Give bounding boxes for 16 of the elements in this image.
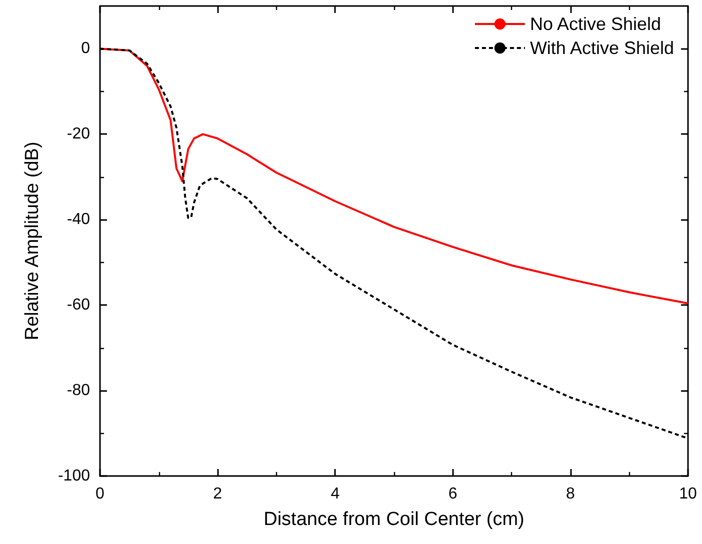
- x-tick-label: 2: [213, 486, 222, 502]
- x-tick-label: 4: [330, 486, 340, 502]
- y-tick-label: -100: [58, 468, 90, 484]
- legend-label: With Active Shield: [530, 38, 674, 58]
- x-tick-label: 10: [679, 486, 697, 502]
- x-axis-title: Distance from Coil Center (cm): [264, 509, 524, 530]
- x-tick-label: 6: [448, 486, 458, 502]
- x-tick-label: 8: [566, 486, 575, 502]
- y-tick-label: -40: [66, 211, 90, 228]
- x-tick-label: 0: [96, 486, 105, 502]
- y-axis-title: Relative Amplitude (dB): [22, 142, 43, 340]
- legend-label: No Active Shield: [530, 14, 662, 34]
- y-tick-label: -20: [66, 126, 90, 143]
- y-tick-label: -60: [66, 296, 90, 314]
- y-tick-label: -80: [66, 382, 90, 400]
- y-tick-label: 0: [81, 40, 90, 58]
